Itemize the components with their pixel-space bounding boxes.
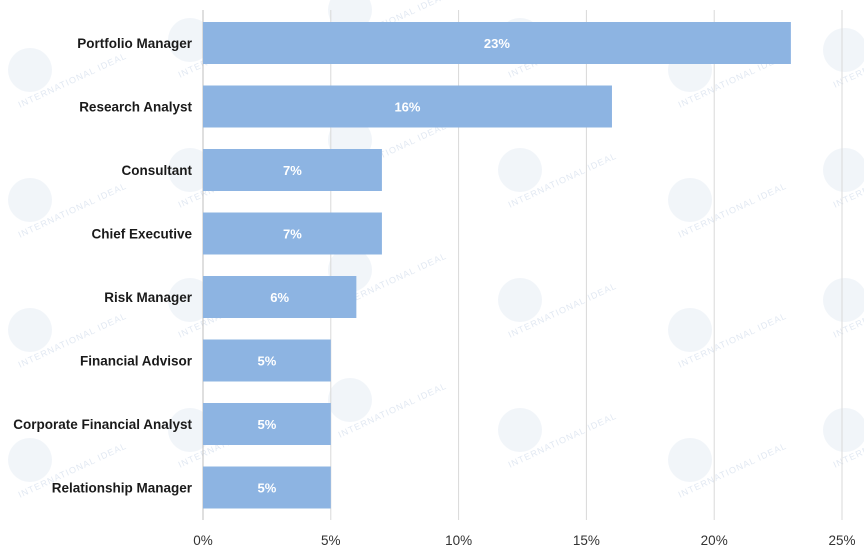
watermark-logo-icon [498,408,542,452]
watermark-logo-icon [823,408,864,452]
x-tick-label: 20% [701,533,728,548]
data-label: 6% [270,290,289,305]
watermark-logo-icon [498,278,542,322]
bar-research-analyst [203,85,612,128]
watermark-logo-icon [168,18,212,62]
data-label: 7% [283,227,302,242]
x-tick-label: 25% [828,533,855,548]
data-label: 23% [484,36,510,51]
watermark-logo-icon [168,148,212,192]
watermark-logo-icon [8,178,52,222]
bar-portfolio-manager [203,22,791,64]
watermark-logo-icon [823,148,864,192]
tick-label-layer: 0% 5% 10% 15% 20% 25% [193,533,855,548]
watermark-logo-icon [8,48,52,92]
watermark-logo-icon [328,378,372,422]
watermark-logo-icon [668,308,712,352]
bar-relationship-manager [203,466,331,509]
category-label: Financial Advisor [80,354,193,369]
watermark-logo-icon [168,278,212,322]
x-tick-label: 0% [193,533,213,548]
bar-financial-advisor [203,339,331,382]
category-label: Corporate Financial Analyst [13,417,192,432]
data-label: 5% [258,417,277,432]
watermark-logo-icon [8,308,52,352]
watermark-logo-icon [668,178,712,222]
category-label: Research Analyst [79,100,192,115]
data-label: 5% [258,481,277,496]
x-tick-label: 15% [573,533,600,548]
watermark-logo-icon [668,438,712,482]
data-label: 16% [394,100,420,115]
bar-chief-executive [203,212,382,255]
category-label: Relationship Manager [52,481,193,496]
category-label: Consultant [122,163,193,178]
bar-layer: 23% 16% 7% 7% 6% 5% 5% 5% [203,22,791,509]
watermark-logo-icon [8,438,52,482]
category-label: Risk Manager [104,290,193,305]
watermark-logo-icon [168,408,212,452]
data-label: 7% [283,163,302,178]
category-label-layer: Portfolio Manager Research Analyst Consult… [13,36,193,496]
watermark-logo-icon [823,278,864,322]
category-label: Portfolio Manager [77,36,193,51]
category-label: Chief Executive [91,227,192,242]
x-tick-label: 10% [445,533,472,548]
bar-corporate-financial-analyst [203,403,331,445]
watermark-logo-icon [823,28,864,72]
watermark-logo-icon [498,148,542,192]
bar-consultant [203,149,382,191]
x-tick-label: 5% [321,533,341,548]
bar-risk-manager [203,276,357,318]
data-label: 5% [258,354,277,369]
